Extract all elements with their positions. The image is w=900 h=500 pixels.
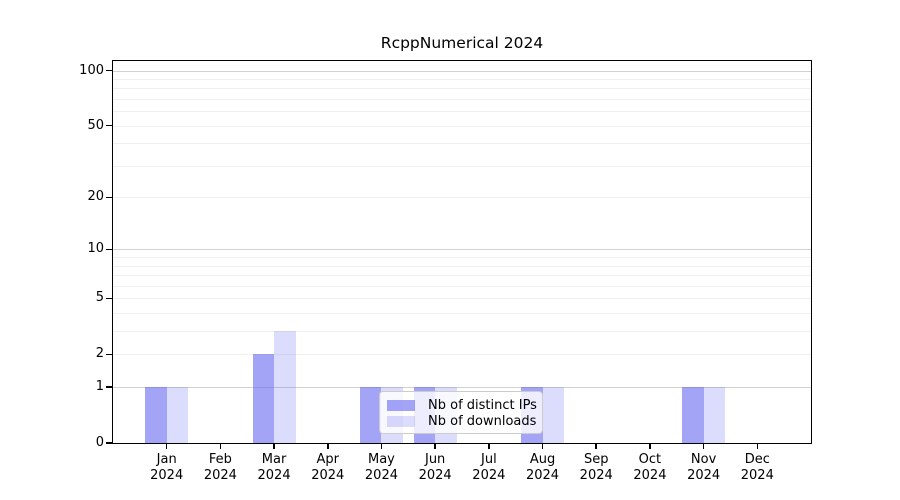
bar-distinct-ips: [252, 354, 275, 443]
y-tick: [106, 386, 113, 388]
gridline-minor: [113, 165, 811, 167]
y-tick: [106, 196, 113, 199]
legend: Nb of distinct IPs Nb of downloads: [379, 391, 543, 434]
bar-distinct-ips: [145, 387, 167, 443]
gridline-major: [113, 387, 811, 389]
legend-swatch-downloads: [387, 415, 415, 427]
legend-entry-downloads: Nb of downloads: [387, 413, 537, 429]
y-tick-label: 50: [87, 117, 104, 133]
gridline-minor: [113, 265, 811, 267]
x-tick-label: May 2024: [364, 452, 398, 483]
legend-swatch-distinct-ips: [387, 399, 415, 411]
y-tick: [106, 124, 113, 127]
y-tick: [106, 297, 113, 300]
gridline-minor: [113, 275, 811, 277]
bar-downloads: [166, 387, 189, 443]
x-tick: [380, 443, 383, 449]
x-tick: [327, 443, 329, 449]
x-tick-label: Apr 2024: [311, 452, 345, 483]
x-tick-label: Aug 2024: [525, 452, 560, 483]
x-tick: [165, 443, 168, 449]
gridline-major: [113, 70, 811, 72]
gridline-minor: [113, 285, 811, 287]
y-tick-label: 10: [87, 241, 104, 257]
x-tick: [595, 443, 597, 449]
gridline-minor: [113, 98, 811, 100]
x-tick-label: Sep 2024: [579, 452, 613, 483]
gridline-minor: [113, 125, 811, 127]
gridline-minor: [113, 197, 811, 199]
gridline-minor: [113, 331, 811, 333]
y-tick: [106, 353, 113, 356]
x-tick: [702, 443, 705, 449]
bar-distinct-ips: [682, 387, 704, 443]
plot-area: Nb of distinct IPs Nb of downloads: [111, 59, 812, 444]
bar-downloads: [542, 387, 565, 443]
y-tick-label: 2: [95, 346, 104, 362]
gridline-minor: [113, 313, 811, 315]
y-tick: [106, 69, 113, 72]
bar-downloads: [274, 331, 296, 443]
x-tick-label: Mar 2024: [257, 452, 291, 483]
x-tick-label: Feb 2024: [203, 452, 237, 483]
x-tick-label: Jan 2024: [150, 452, 184, 483]
gridline-minor: [113, 111, 811, 113]
y-tick-label: 5: [95, 290, 104, 306]
x-tick-label: Jun 2024: [418, 452, 452, 483]
gridline-minor: [113, 298, 811, 300]
x-tick-label: Nov 2024: [687, 452, 721, 483]
x-tick: [488, 443, 490, 449]
y-tick-label: 20: [87, 189, 104, 205]
y-tick: [106, 442, 113, 444]
y-tick-label: 0: [95, 435, 104, 450]
x-tick: [434, 443, 436, 449]
x-tick-label: Oct 2024: [633, 452, 667, 483]
legend-entry-distinct-ips: Nb of distinct IPs: [387, 397, 537, 413]
y-tick-label: 1: [95, 379, 104, 395]
x-tick-label: Dec 2024: [740, 452, 774, 483]
gridline-major: [113, 249, 811, 251]
gridline-minor: [113, 143, 811, 145]
legend-label-downloads: Nb of downloads: [428, 413, 537, 429]
x-tick: [541, 443, 544, 449]
gridline-minor: [113, 257, 811, 259]
x-tick: [273, 443, 275, 449]
x-tick-label: Jul 2024: [472, 452, 506, 483]
x-tick: [219, 443, 222, 449]
bar-downloads: [703, 387, 726, 443]
gridline-minor: [113, 88, 811, 90]
gridline-minor: [113, 354, 811, 356]
gridline-minor: [113, 78, 811, 80]
legend-label-distinct-ips: Nb of distinct IPs: [428, 397, 537, 413]
chart-title: RcppNumerical 2024: [380, 34, 544, 52]
x-tick: [649, 443, 651, 449]
y-tick-label: 100: [79, 62, 104, 78]
x-tick: [756, 443, 759, 449]
y-tick: [106, 248, 113, 251]
plot-frame: [111, 59, 812, 444]
bar-distinct-ips: [359, 387, 382, 443]
